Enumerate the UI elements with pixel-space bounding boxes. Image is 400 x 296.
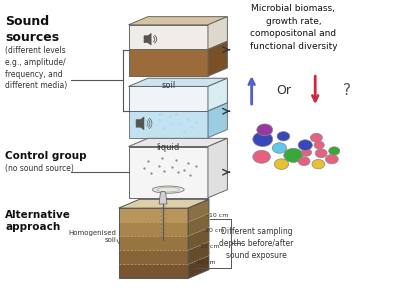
Circle shape [257,124,273,136]
Text: approach: approach [5,222,61,232]
Text: Control group: Control group [5,151,87,161]
Text: 10 cm: 10 cm [209,213,228,218]
Text: soil: soil [161,81,175,91]
Polygon shape [128,25,208,49]
Polygon shape [118,222,188,236]
Circle shape [329,147,340,155]
Circle shape [298,157,310,165]
Polygon shape [208,17,228,49]
Circle shape [277,132,290,141]
Polygon shape [188,242,209,264]
Text: 40 cm: 40 cm [196,260,216,265]
Circle shape [274,159,288,169]
Polygon shape [118,264,188,279]
Polygon shape [128,86,208,111]
Text: Different sampling
depths before/after
sound exposure: Different sampling depths before/after s… [220,227,294,260]
Circle shape [253,150,270,163]
Circle shape [314,141,324,149]
Circle shape [301,149,312,156]
Polygon shape [188,227,209,250]
Ellipse shape [152,186,184,193]
Text: Microbial biomass,
growth rate,
comopositonal and
functional diversity: Microbial biomass, growth rate, comoposi… [250,4,337,51]
Text: 20 cm: 20 cm [204,229,224,234]
Polygon shape [118,208,188,222]
Circle shape [312,160,325,169]
Polygon shape [128,147,208,198]
Circle shape [326,155,338,164]
Polygon shape [208,78,228,111]
Circle shape [284,148,303,163]
Polygon shape [208,103,228,138]
Circle shape [315,149,327,158]
Circle shape [298,140,312,150]
Text: liquid: liquid [156,143,180,152]
Polygon shape [136,117,144,130]
Polygon shape [118,199,209,208]
Circle shape [253,132,273,147]
Polygon shape [118,236,188,250]
Polygon shape [128,78,228,86]
Text: sources: sources [5,31,60,44]
Text: Alternative: Alternative [5,210,71,220]
Circle shape [272,143,286,153]
Polygon shape [188,199,209,222]
Polygon shape [208,41,228,76]
Text: Sound: Sound [5,15,50,28]
Text: Or: Or [276,84,291,97]
Polygon shape [128,138,228,147]
Polygon shape [188,256,209,279]
Text: (no sound source): (no sound source) [5,164,74,173]
Polygon shape [188,213,209,236]
Polygon shape [128,49,208,76]
Text: 30 cm: 30 cm [200,244,220,249]
Text: (different levels
e.g., amplitude/
frequency, and
different media): (different levels e.g., amplitude/ frequ… [5,46,68,90]
Text: ?: ? [343,83,351,98]
Polygon shape [118,250,188,264]
Polygon shape [128,17,228,25]
Polygon shape [144,33,151,45]
Text: Homogenised
soil: Homogenised soil [69,230,116,243]
Circle shape [310,133,322,142]
Polygon shape [159,192,167,204]
Polygon shape [128,111,208,138]
Polygon shape [208,138,228,198]
